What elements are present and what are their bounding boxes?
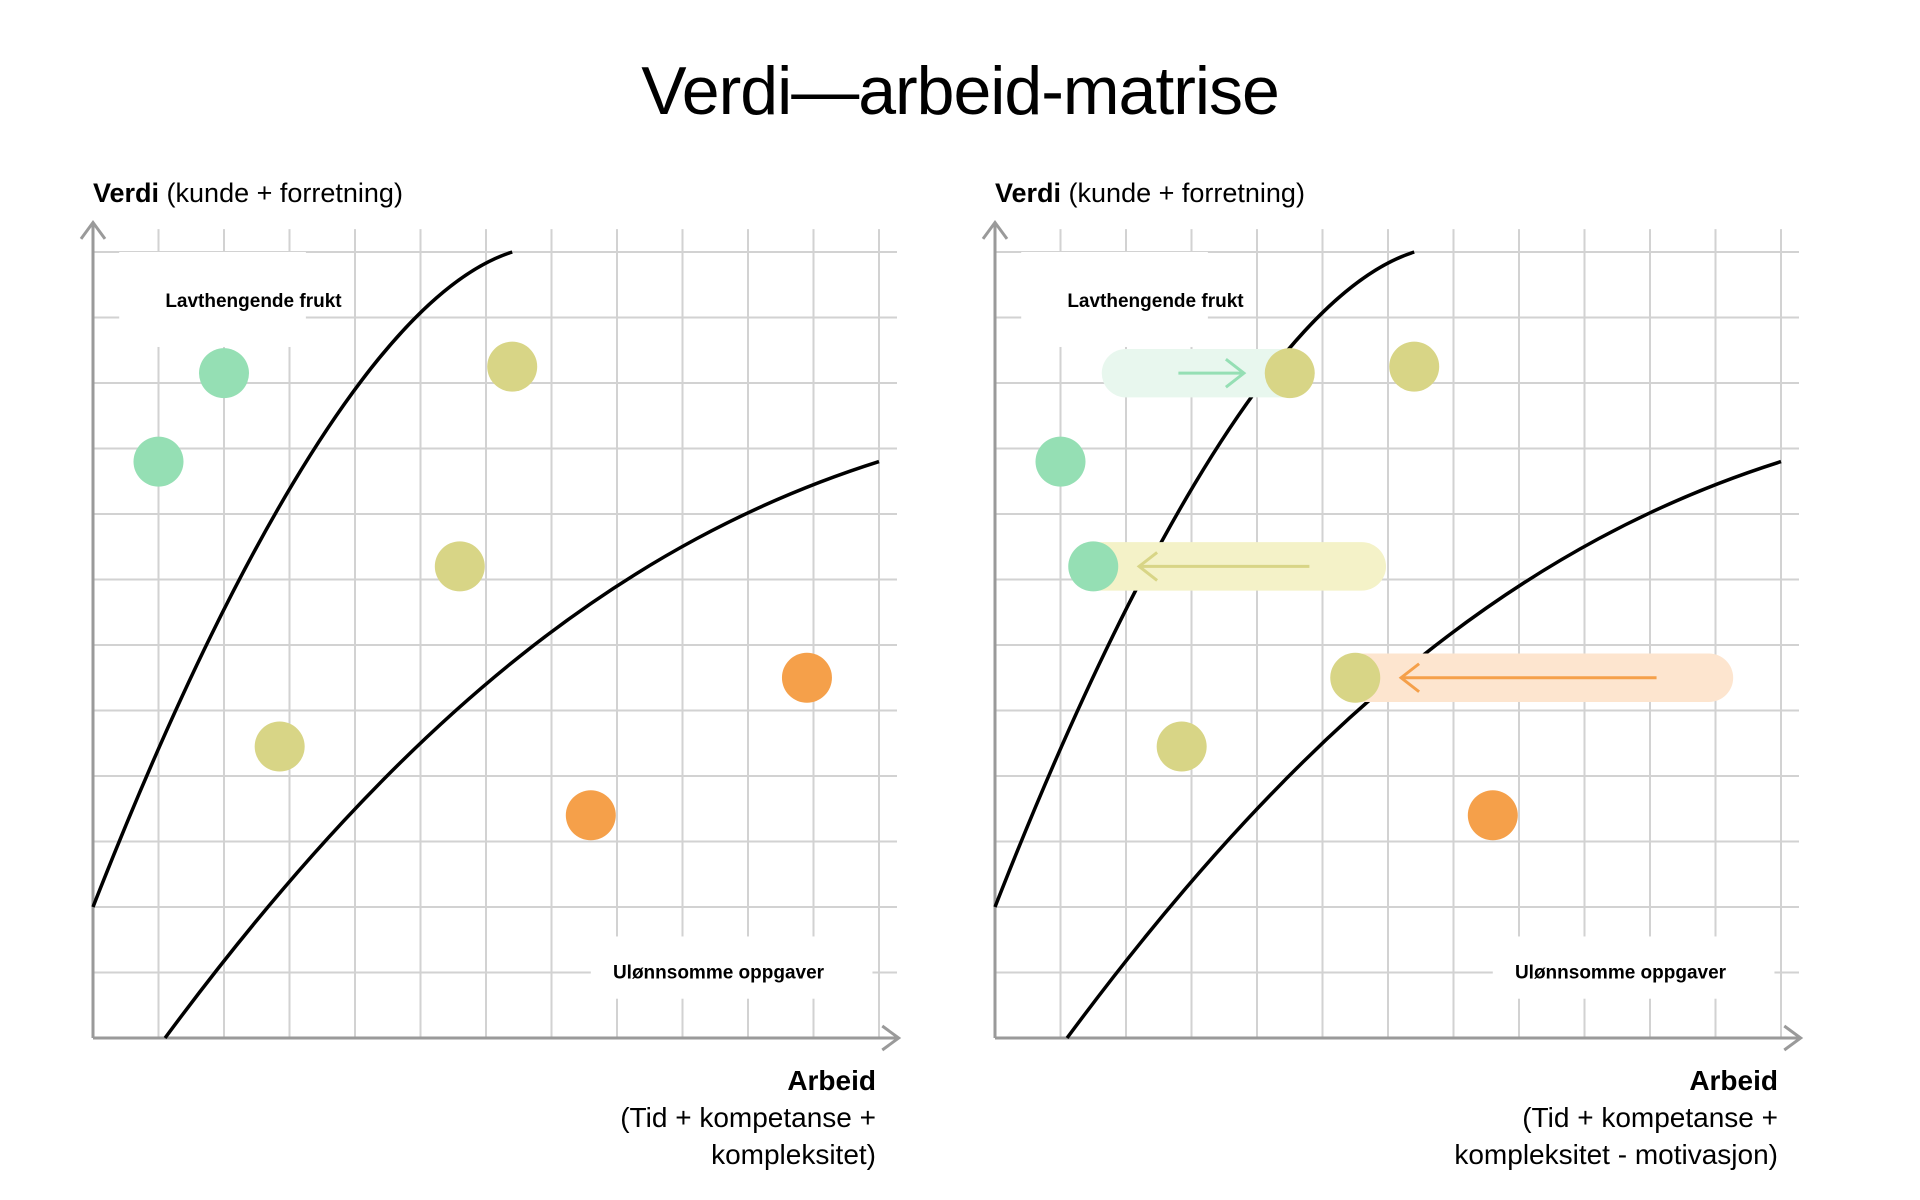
left-x-axis-line2: kompleksitet): [711, 1139, 876, 1170]
task-point-yellow: [434, 541, 485, 592]
left-panel: Lavthengende frukt Ulønnsomme oppgaver: [79, 219, 902, 1052]
left-x-axis-title: Arbeid: [787, 1065, 876, 1096]
right-y-axis-label: Verdi (kunde + forretning): [995, 178, 1305, 209]
left-x-axis-line1: (Tid + kompetanse +: [620, 1102, 876, 1133]
region-label-background: [1492, 936, 1775, 999]
left-y-axis-label: Verdi (kunde + forretning): [93, 178, 403, 209]
x-axis-arrowhead: [881, 1024, 902, 1052]
region-label-low-hanging-fruit: Lavthengende frukt: [165, 291, 342, 312]
right-x-axis-title: Arbeid: [1689, 1065, 1778, 1096]
region-label-unprofitable-tasks: Ulønnsomme oppgaver: [1515, 963, 1727, 984]
right-x-axis-label: Arbeid (Tid + kompetanse + kompleksitet …: [1178, 1062, 1778, 1173]
task-point-yellow: [1389, 341, 1440, 392]
task-point-yellow: [254, 721, 305, 772]
task-point-yellow: [1330, 652, 1381, 703]
task-point-green: [1068, 541, 1119, 592]
x-axis-arrowhead: [1783, 1024, 1804, 1052]
region-label-unprofitable-tasks: Ulønnsomme oppgaver: [613, 963, 825, 984]
region-label-low-hanging-fruit: Lavthengende frukt: [1067, 291, 1244, 312]
task-point-orange: [781, 652, 832, 703]
task-point-orange: [565, 790, 616, 841]
move-arrowhead: [1398, 662, 1421, 693]
right-y-axis-label-bold: Verdi: [995, 178, 1062, 208]
y-axis-arrowhead: [79, 219, 107, 240]
task-point-yellow: [1264, 348, 1315, 399]
move-arrowhead: [1224, 357, 1247, 389]
right-x-axis-line2: kompleksitet - motivasjon): [1454, 1139, 1778, 1170]
lower-separator-curve: [163, 459, 880, 1040]
left-y-axis-label-rest: (kunde + forretning): [159, 178, 403, 208]
task-point-green: [1035, 436, 1086, 487]
upper-separator-curve: [993, 250, 1415, 908]
task-point-yellow: [487, 341, 538, 392]
y-axis-arrowhead: [981, 219, 1009, 240]
task-point-orange: [1467, 790, 1518, 841]
region-label-background: [1021, 252, 1208, 347]
right-x-axis-line1: (Tid + kompetanse +: [1522, 1102, 1778, 1133]
right-panel: Lavthengende frukt Ulønnsomme oppgaver: [981, 219, 1804, 1052]
task-point-green: [199, 348, 249, 399]
upper-separator-curve: [91, 250, 513, 908]
left-y-axis-label-bold: Verdi: [93, 178, 160, 208]
right-y-axis-label-rest: (kunde + forretning): [1061, 178, 1305, 208]
region-label-background: [590, 936, 873, 999]
task-point-yellow: [1156, 721, 1207, 772]
task-point-green: [133, 436, 184, 487]
page-title: Verdi—arbeid-matrise: [641, 53, 1280, 129]
move-arrowhead: [1136, 551, 1159, 582]
left-x-axis-label: Arbeid (Tid + kompetanse + kompleksitet): [276, 1062, 876, 1173]
region-label-background: [119, 252, 306, 347]
